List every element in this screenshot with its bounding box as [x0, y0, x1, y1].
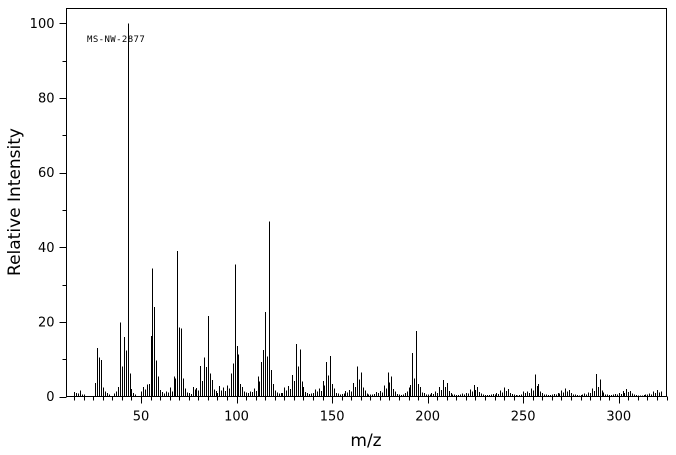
- y-axis-ticks: [59, 23, 67, 398]
- y-axis-tick-labels: 0 20 40 60 80 100: [30, 17, 55, 405]
- y-tick-label: 100: [30, 17, 55, 32]
- peak-series: [74, 23, 662, 397]
- y-tick-label: 60: [38, 166, 55, 181]
- plot-frame: [65, 7, 668, 398]
- y-tick-label: 40: [38, 241, 55, 256]
- x-tick-label: 150: [320, 410, 345, 425]
- sample-annotation-label: MS-NW-2877: [87, 35, 145, 45]
- x-axis-title: m/z: [350, 431, 381, 451]
- y-tick-label: 80: [38, 92, 55, 107]
- x-tick-label: 200: [415, 410, 440, 425]
- y-axis-title: Relative Intensity: [5, 128, 25, 276]
- x-tick-label: 100: [224, 410, 249, 425]
- x-axis-tick-labels: 50 100 150 200 250 300: [133, 410, 631, 425]
- x-tick-label: 50: [133, 410, 150, 425]
- axes-frame: [65, 7, 668, 398]
- y-tick-label: 0: [46, 390, 54, 405]
- x-tick-label: 300: [606, 410, 631, 425]
- x-tick-label: 250: [511, 410, 536, 425]
- y-tick-label: 20: [38, 315, 55, 330]
- x-axis-ticks: [74, 396, 668, 404]
